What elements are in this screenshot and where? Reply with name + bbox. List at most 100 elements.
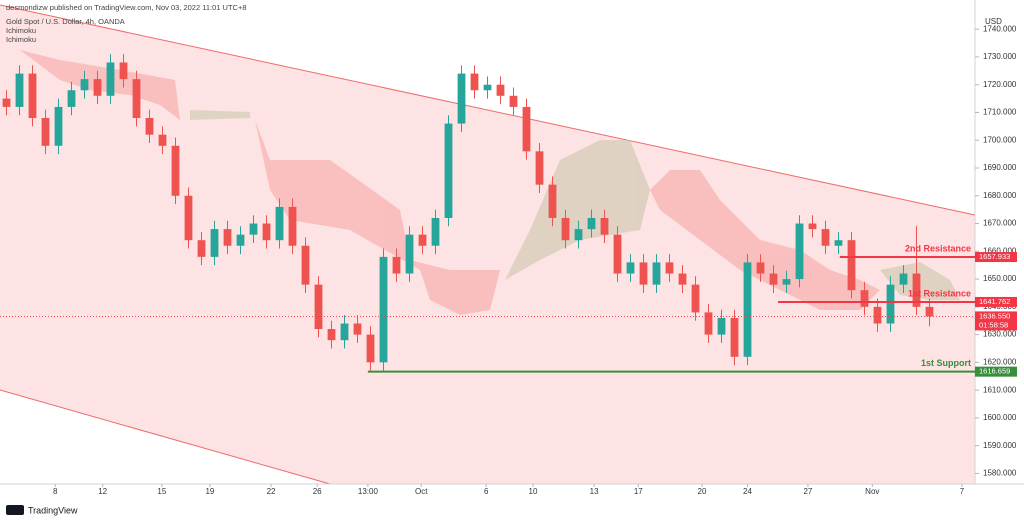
- x-tick-label: 27: [803, 487, 812, 496]
- last-price-box: [975, 311, 1017, 331]
- x-tick-label: Nov: [865, 487, 879, 496]
- candle-body: [223, 229, 232, 246]
- candle-body: [15, 73, 24, 107]
- candle-body: [340, 323, 349, 341]
- candle-body: [561, 217, 570, 241]
- level-label-box: [975, 366, 1017, 377]
- candle-body: [431, 217, 440, 246]
- level-label-box: [975, 296, 1017, 307]
- candle-body: [769, 273, 778, 285]
- last-price-label: 1636.550: [979, 311, 1010, 320]
- countdown: 01:58:58: [979, 320, 1008, 329]
- candle-body: [28, 73, 37, 119]
- candle-body: [886, 284, 895, 324]
- candle-body: [756, 262, 765, 274]
- cloud: [255, 120, 500, 315]
- y-tick-label: 1620.000: [983, 357, 1017, 366]
- candle-body: [509, 95, 518, 107]
- x-tick-label: 20: [698, 487, 707, 496]
- level-name: 1st Resistance: [908, 288, 971, 298]
- candle-body: [106, 62, 115, 96]
- cloud: [190, 110, 250, 120]
- y-tick-label: 1700.000: [983, 135, 1017, 144]
- candle-body: [847, 240, 856, 291]
- candle-body: [301, 245, 310, 285]
- channel-fill: [0, 5, 975, 484]
- candle-body: [249, 223, 258, 235]
- candle-body: [132, 79, 141, 119]
- y-tick-label: 1590.000: [983, 441, 1017, 450]
- indicator: Ichimoku: [6, 35, 36, 44]
- candle-body: [314, 284, 323, 330]
- candle-body: [366, 334, 375, 363]
- level-label: 1616.659: [979, 367, 1010, 376]
- symbol: Gold Spot / U.S. Dollar, 4h, OANDA: [6, 17, 125, 26]
- candle-body: [418, 234, 427, 246]
- candle-body: [184, 195, 193, 241]
- candle-body: [730, 317, 739, 357]
- candle-body: [587, 217, 596, 230]
- candle-body: [496, 84, 505, 96]
- x-tick-label: 7: [960, 487, 965, 496]
- candle-body: [236, 234, 245, 246]
- candle-body: [899, 273, 908, 285]
- y-tick-label: 1740.000: [983, 24, 1017, 33]
- candle-body: [405, 234, 414, 274]
- candle-body: [535, 151, 544, 185]
- x-tick-label: 15: [157, 487, 166, 496]
- candle-body: [613, 234, 622, 274]
- candle-body: [691, 284, 700, 313]
- candle-body: [834, 240, 843, 246]
- candle-body: [444, 123, 453, 218]
- level-label: 1657.933: [979, 252, 1010, 261]
- x-tick-label: 13:00: [358, 487, 379, 496]
- x-tick-label: 6: [484, 487, 489, 496]
- candle-body: [717, 317, 726, 335]
- candle-body: [470, 73, 479, 91]
- y-tick-label: 1580.000: [983, 469, 1017, 478]
- candle-body: [782, 279, 791, 285]
- y-tick-label: 1600.000: [983, 413, 1017, 422]
- y-tick-label: 1730.000: [983, 52, 1017, 61]
- x-tick-label: 26: [313, 487, 322, 496]
- candle-body: [457, 73, 466, 124]
- candle-body: [119, 62, 128, 80]
- candle-body: [665, 262, 674, 274]
- candle-body: [912, 273, 921, 307]
- y-tick-label: 1710.000: [983, 108, 1017, 117]
- candle-body: [548, 184, 557, 218]
- x-tick-label: 19: [205, 487, 214, 496]
- x-tick-label: 22: [267, 487, 276, 496]
- candle-body: [821, 229, 830, 246]
- logo: [6, 505, 24, 515]
- candle-body: [327, 329, 336, 341]
- candle-body: [158, 134, 167, 146]
- candle-body: [353, 323, 362, 335]
- channel-upper: [0, 4, 976, 216]
- candle-body: [626, 262, 635, 274]
- y-tick-label: 1680.000: [983, 191, 1017, 200]
- candle-body: [678, 273, 687, 285]
- candle-body: [925, 306, 934, 317]
- candle-body: [93, 79, 102, 96]
- x-tick-label: 13: [590, 487, 599, 496]
- x-tick-label: 8: [53, 487, 58, 496]
- level-name: 2nd Resistance: [905, 243, 971, 253]
- candle-body: [483, 84, 492, 91]
- publisher: desmondizw published on TradingView.com,…: [6, 3, 247, 12]
- y-tick-label: 1660.000: [983, 246, 1017, 255]
- x-tick-label: 12: [98, 487, 107, 496]
- level-label-box: [975, 252, 1017, 263]
- candle-body: [67, 90, 76, 107]
- candle-body: [743, 262, 752, 357]
- candle-body: [873, 306, 882, 324]
- x-tick-label: 24: [743, 487, 752, 496]
- candle-body: [574, 229, 583, 241]
- y-tick-label: 1610.000: [983, 385, 1017, 394]
- candle-body: [41, 118, 50, 146]
- y-tick-label: 1720.000: [983, 80, 1017, 89]
- candle-body: [795, 223, 804, 280]
- y-tick-label: 1690.000: [983, 163, 1017, 172]
- channel-lower: [0, 389, 331, 485]
